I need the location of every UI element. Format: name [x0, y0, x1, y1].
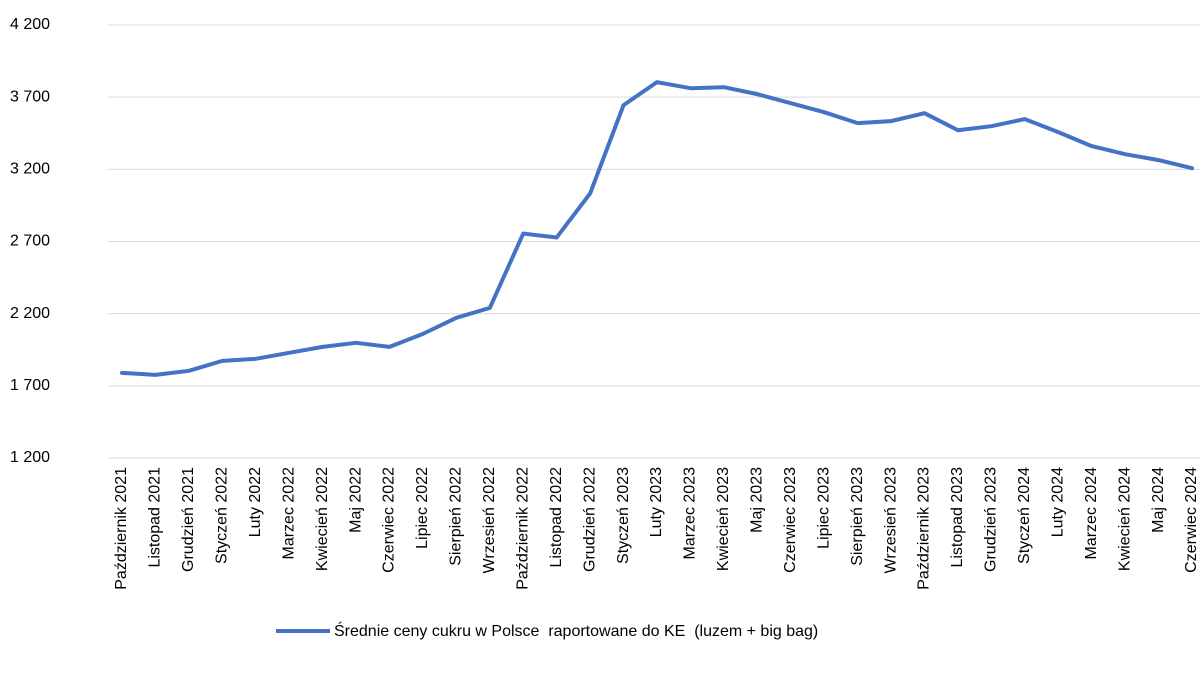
y-tick-label: 2 200 [10, 305, 50, 322]
x-tick-label: Czerwiec 2023 [782, 467, 799, 573]
x-tick-label: Maj 2022 [347, 467, 364, 533]
x-tick-label: Styczeń 2024 [1016, 467, 1033, 564]
data-line [120, 80, 1194, 377]
y-tick-label: 1 200 [10, 449, 50, 466]
x-tick-label: Grudzień 2022 [581, 467, 598, 572]
x-tick-label: Sierpień 2023 [849, 467, 866, 566]
y-tick-label: 1 700 [10, 377, 50, 394]
x-tick-label: Luty 2022 [247, 467, 264, 537]
x-tick-label: Październik 2021 [113, 467, 130, 590]
x-tick-label: Maj 2023 [749, 467, 766, 533]
x-tick-label: Styczeń 2022 [214, 467, 231, 564]
x-tick-label: Wrzesień 2023 [882, 467, 899, 574]
x-tick-label: Czerwiec 2024 [1183, 467, 1200, 573]
y-tick-label: 4 200 [10, 16, 50, 33]
x-tick-label: Lipiec 2022 [414, 467, 431, 549]
x-tick-label: Listopad 2023 [949, 467, 966, 568]
x-tick-label: Grudzień 2023 [983, 467, 1000, 572]
x-tick-label: Grudzień 2021 [180, 467, 197, 572]
x-tick-label: Marzec 2023 [682, 467, 699, 560]
x-tick-label: Lipiec 2023 [815, 467, 832, 549]
x-tick-label: Kwiecień 2024 [1116, 467, 1133, 571]
x-tick-label: Październik 2022 [514, 467, 531, 590]
x-tick-label: Maj 2024 [1150, 467, 1167, 533]
x-tick-label: Marzec 2024 [1083, 467, 1100, 560]
legend-label: Średnie ceny cukru w Polsce raportowane … [334, 621, 818, 640]
x-tick-label: Listopad 2022 [548, 467, 565, 568]
x-tick-label: Wrzesień 2022 [481, 467, 498, 574]
x-tick-label: Kwiecień 2023 [715, 467, 732, 571]
y-tick-label: 3 700 [10, 88, 50, 105]
y-tick-label: 3 200 [10, 161, 50, 178]
x-tick-label: Czerwiec 2022 [381, 467, 398, 573]
x-tick-label: Kwiecień 2022 [314, 467, 331, 571]
x-tick-label: Luty 2023 [648, 467, 665, 537]
x-tick-label: Styczeń 2023 [615, 467, 632, 564]
x-tick-label: Sierpień 2022 [448, 467, 465, 566]
x-tick-label: Listopad 2021 [147, 467, 164, 568]
y-tick-label: 2 700 [10, 233, 50, 250]
x-tick-label: Październik 2023 [916, 467, 933, 590]
x-tick-label: Luty 2024 [1049, 467, 1066, 537]
x-tick-label: Marzec 2022 [280, 467, 297, 560]
